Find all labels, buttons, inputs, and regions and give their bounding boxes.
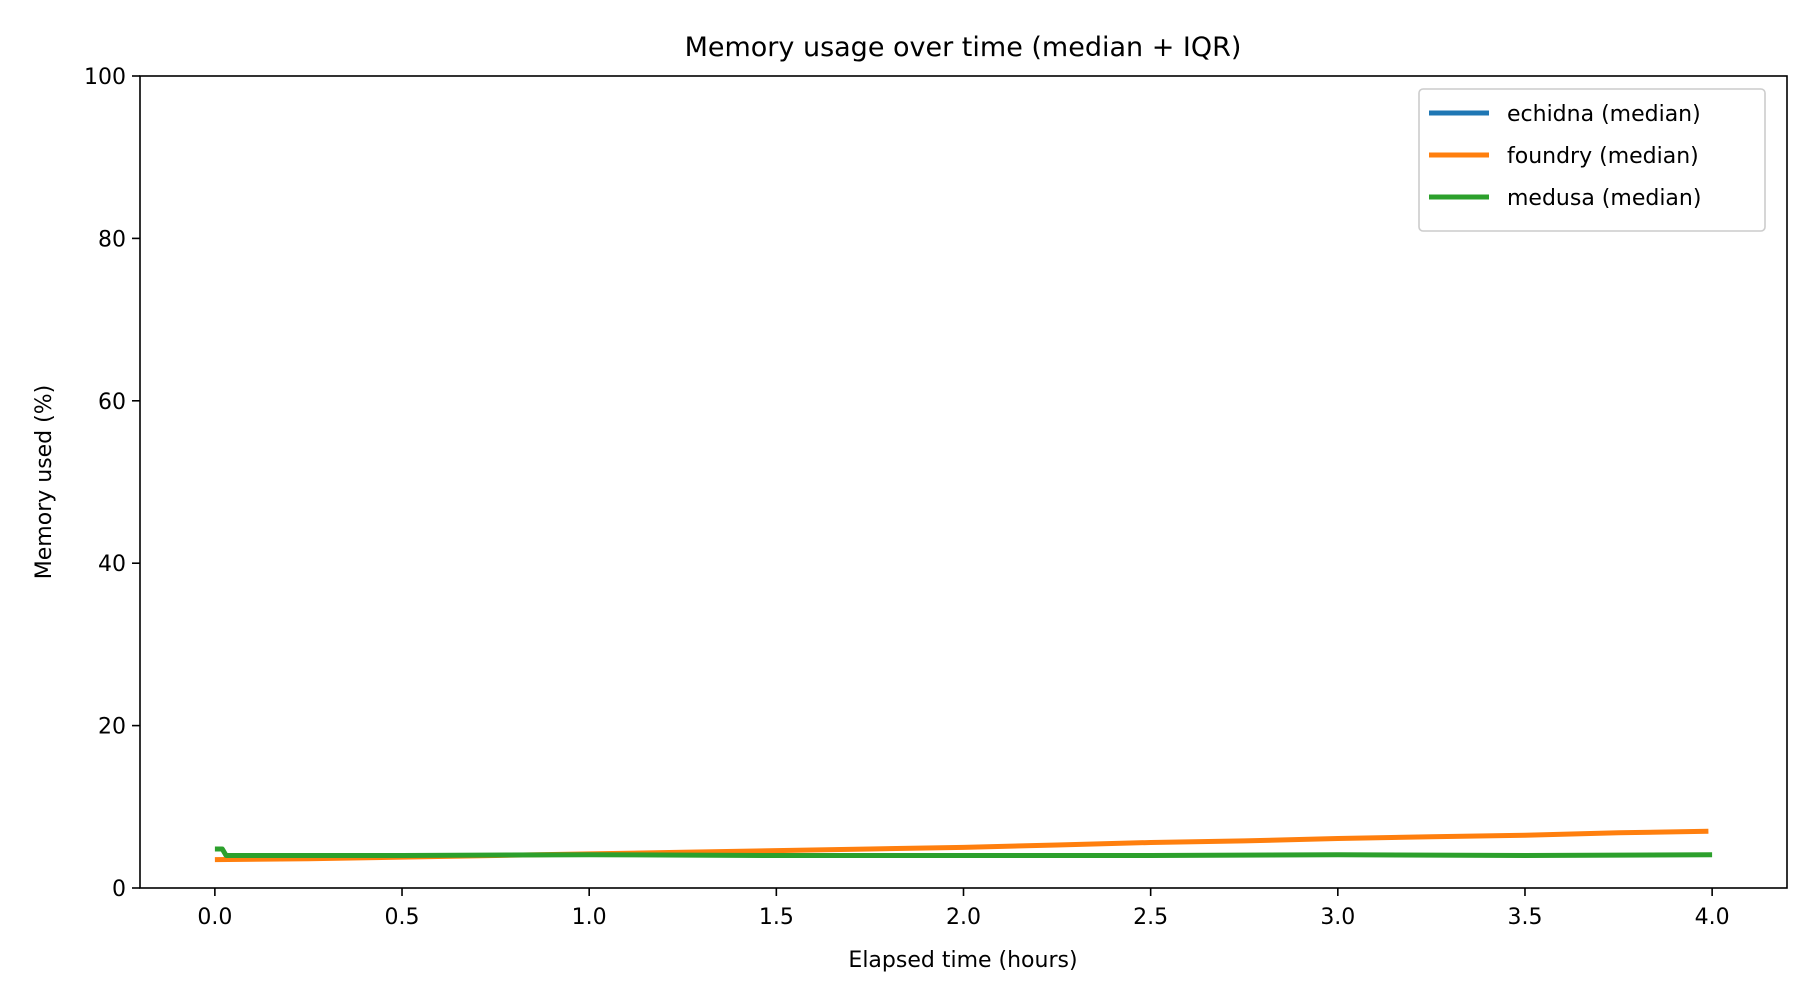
x-axis-label: Elapsed time (hours) (848, 948, 1077, 973)
x-tick-label: 1.0 (572, 905, 607, 930)
x-tick-label: 3.0 (1320, 905, 1355, 930)
x-tick-label: 2.5 (1133, 905, 1168, 930)
plot-lines (214, 828, 1713, 863)
legend-label-medusa: medusa (median) (1507, 186, 1701, 211)
x-tick-label: 0.0 (197, 905, 232, 930)
series-line-medusa (214, 846, 1713, 858)
x-tick-label: 4.0 (1695, 905, 1730, 930)
y-axis-label: Memory used (%) (32, 385, 57, 579)
x-axis: 0.0 0.5 1.0 1.5 2.0 2.5 3.0 3.5 4.0 (197, 888, 1730, 930)
legend-label-echidna: echidna (median) (1507, 102, 1701, 127)
legend: echidna (median) foundry (median) medusa (… (1418, 88, 1766, 232)
y-tick-label: 100 (84, 65, 126, 90)
x-tick-label: 3.5 (1507, 905, 1542, 930)
y-tick-label: 20 (98, 715, 126, 740)
x-tick-label: 1.5 (759, 905, 794, 930)
y-tick-label: 40 (98, 552, 126, 577)
y-tick-label: 80 (98, 227, 126, 252)
y-tick-label: 60 (98, 390, 126, 415)
legend-box (1418, 88, 1766, 232)
y-tick-label: 0 (112, 877, 126, 902)
chart-title: Memory usage over time (median + IQR) (685, 32, 1242, 63)
x-tick-label: 0.5 (385, 905, 420, 930)
x-tick-label: 2.0 (946, 905, 981, 930)
legend-label-foundry: foundry (median) (1507, 144, 1699, 169)
y-axis: 0 20 40 60 80 100 (84, 65, 140, 902)
